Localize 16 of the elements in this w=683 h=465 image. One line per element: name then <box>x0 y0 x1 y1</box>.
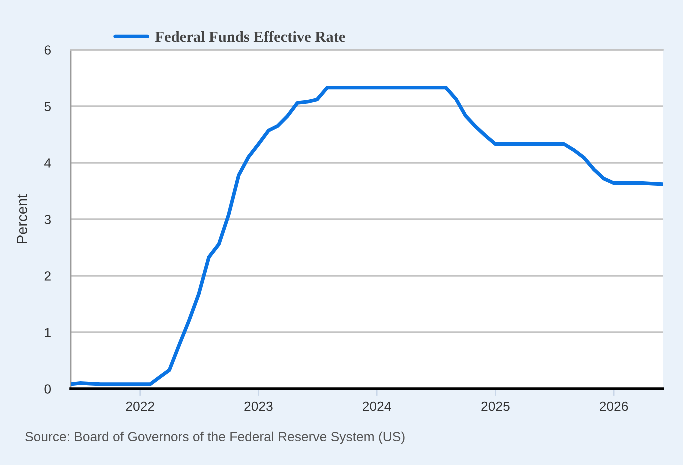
y-tick-label: 4 <box>44 158 52 168</box>
y-axis-title: Percent <box>17 194 28 244</box>
line-series <box>71 86 663 386</box>
x-tick-label: 2023 <box>244 402 273 412</box>
source-note: Source: Board of Governors of the Federal Reserve System (US) <box>26 432 405 444</box>
y-tick-label: 2 <box>44 272 51 281</box>
y-tick-label: 5 <box>44 102 52 112</box>
legend-label: Federal Funds Effective Rate <box>155 31 346 42</box>
y-tick-label: 3 <box>44 215 51 224</box>
x-tick-label: 2026 <box>600 402 628 412</box>
y-tick-label: 6 <box>44 46 51 55</box>
x-tick-label: 2024 <box>363 402 392 412</box>
y-tick-label: 1 <box>45 328 51 338</box>
y-tick-label: 0 <box>44 384 52 394</box>
x-tick-label: 2022 <box>126 402 154 412</box>
x-tick-label: 2025 <box>482 402 510 412</box>
